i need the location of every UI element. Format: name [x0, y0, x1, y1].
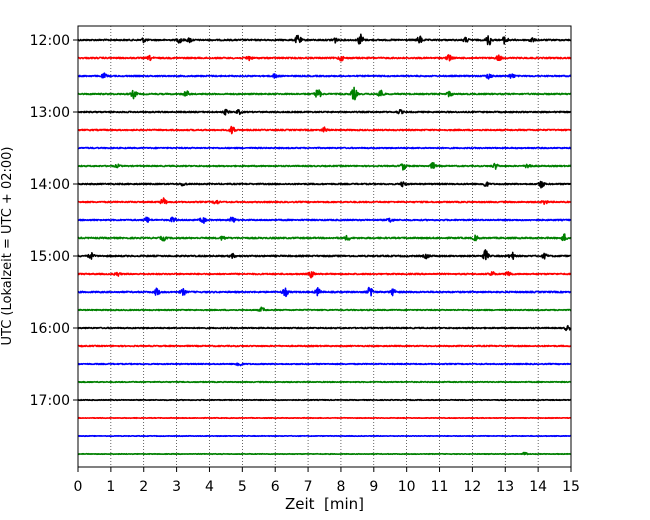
x-tick-label-15: 15: [562, 479, 580, 495]
x-tick-label-9: 9: [369, 479, 378, 495]
trace-1445: [77, 233, 572, 242]
x-tick-label-10: 10: [398, 479, 416, 495]
trace-1545: [77, 306, 572, 312]
trace-1345: [77, 161, 572, 171]
trace-1215: [77, 54, 572, 62]
x-tick-label-5: 5: [238, 479, 247, 495]
x-axis-ticks: 0 1 2 3 4 5 6 7 8 9 10 11 12 13 14 15: [74, 467, 580, 495]
y-tick-label-2: 14:00: [30, 177, 70, 193]
x-tick-label-13: 13: [496, 479, 514, 495]
trace-1600: [77, 324, 572, 332]
y-axis-ticks: 12:00 13:00 14:00 15:00 16:00 17:00: [30, 33, 78, 409]
seismogram-traces: [77, 33, 572, 456]
trace-1715: [77, 416, 572, 420]
trace-1300: [77, 108, 572, 116]
x-tick-label-7: 7: [304, 479, 313, 495]
x-tick-label-6: 6: [271, 479, 280, 495]
trace-1630: [77, 362, 572, 367]
trace-1330: [77, 146, 572, 150]
x-tick-label-11: 11: [431, 479, 449, 495]
trace-1745: [77, 451, 572, 456]
x-tick-label-2: 2: [139, 479, 148, 495]
trace-1430: [77, 216, 572, 224]
trace-1245: [77, 86, 572, 101]
x-axis-label: Zeit [min]: [285, 495, 364, 513]
y-tick-label-0: 12:00: [30, 33, 70, 49]
x-tick-label-8: 8: [336, 479, 345, 495]
trace-1730: [77, 434, 572, 438]
trace-1500: [77, 249, 572, 261]
y-tick-label-4: 16:00: [30, 321, 70, 337]
x-tick-label-14: 14: [529, 479, 547, 495]
trace-1615: [77, 344, 572, 348]
trace-1315: [77, 125, 572, 135]
y-tick-label-1: 13:00: [30, 105, 70, 121]
x-tick-label-3: 3: [172, 479, 181, 495]
trace-1530: [77, 286, 572, 298]
x-tick-label-1: 1: [106, 479, 115, 495]
trace-1230: [77, 72, 572, 80]
x-tick-label-4: 4: [205, 479, 214, 495]
x-tick-label-0: 0: [74, 479, 83, 495]
y-tick-label-3: 15:00: [30, 249, 70, 265]
trace-1400: [77, 180, 572, 189]
plot-frame: [77, 25, 572, 468]
trace-1200: [77, 33, 572, 46]
x-tick-label-12: 12: [463, 479, 481, 495]
trace-1515: [77, 271, 572, 279]
y-tick-label-5: 17:00: [30, 393, 70, 409]
trace-1700: [77, 398, 572, 402]
trace-1415: [77, 197, 572, 205]
y-axis-label: UTC (Lokalzeit = UTC + 02:00): [0, 147, 15, 346]
trace-1645: [77, 380, 572, 384]
